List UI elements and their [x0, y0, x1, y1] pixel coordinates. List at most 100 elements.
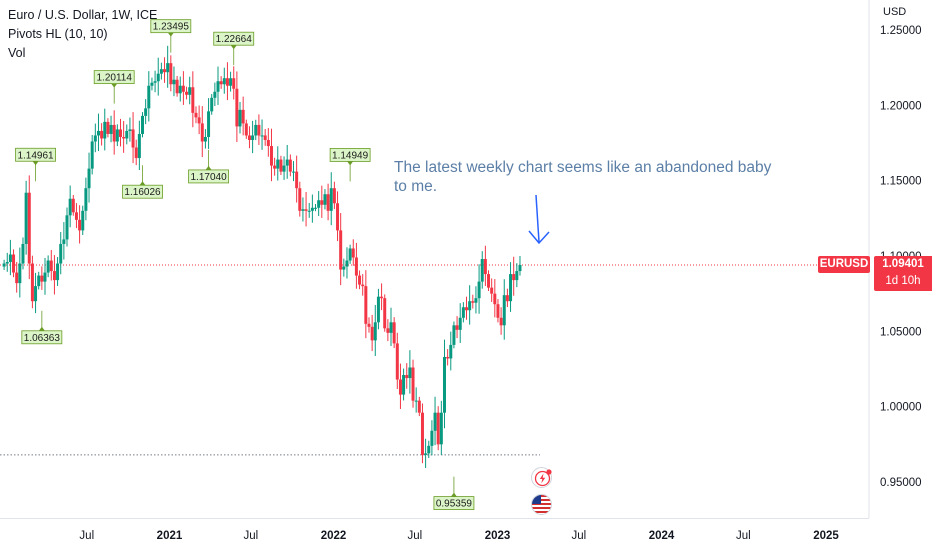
candle-body: [222, 78, 226, 85]
candle-body: [90, 141, 94, 169]
pivot-label: 1.22664: [213, 31, 255, 66]
candle-body: [269, 146, 273, 166]
candle-body: [137, 133, 141, 159]
bar-countdown: 1d 10h: [885, 275, 921, 287]
candle-body: [364, 286, 368, 324]
pivot-label: 1.16026: [122, 165, 163, 199]
candle-body: [345, 260, 349, 267]
candle-body: [175, 79, 179, 94]
time-axis-tick-label: Jul: [407, 530, 422, 542]
candle-body: [100, 130, 104, 139]
pivot-box: [433, 496, 475, 510]
candle-body: [515, 271, 519, 281]
symbol-title: Euro / U.S. Dollar, 1W, ICE: [8, 8, 158, 22]
candle-body: [71, 198, 75, 213]
candle-body: [178, 85, 182, 94]
candle-body: [442, 356, 446, 413]
candle-body: [106, 121, 110, 134]
candle-body: [276, 159, 280, 169]
candle-body: [254, 124, 258, 136]
pivot-value: 1.23495: [153, 22, 190, 33]
candle-body: [68, 198, 72, 216]
candle-body: [153, 81, 157, 83]
us-flag-icon[interactable]: [531, 494, 552, 515]
candle-body: [483, 259, 487, 275]
candle-body: [238, 109, 242, 127]
time-axis-tick-label: 2021: [157, 530, 183, 542]
pivot-value: 1.16026: [124, 187, 161, 198]
candle-body: [194, 112, 198, 118]
candle-body: [411, 367, 415, 401]
pivot-value: 1.17040: [190, 172, 227, 183]
candle-body: [474, 298, 478, 303]
pivot-value: 1.14961: [17, 150, 54, 161]
candle-body: [291, 171, 295, 173]
candle-body: [122, 136, 126, 139]
pivot-label: 0.95359: [433, 476, 475, 510]
pivot-pointer: [450, 492, 457, 497]
symbol-badge: EURUSD: [818, 256, 870, 273]
candle-body: [386, 328, 390, 333]
candle-body: [439, 412, 443, 445]
candle-body: [326, 194, 330, 211]
pivot-pointer: [38, 326, 45, 331]
candle-body: [225, 78, 229, 86]
candle-body: [156, 73, 160, 82]
pivot-pointer: [205, 165, 212, 170]
candle-body: [480, 259, 484, 282]
candle-body: [279, 159, 283, 172]
candle-body: [125, 130, 129, 139]
candle-body: [163, 69, 167, 73]
candle-body: [40, 275, 44, 282]
pivot-box: [15, 147, 56, 162]
candle-body: [358, 275, 362, 285]
candle-body: [380, 296, 384, 299]
candle-body: [314, 207, 318, 209]
pivot-pointer: [230, 45, 237, 50]
lightning-icon[interactable]: [531, 467, 552, 488]
candle-body: [191, 87, 195, 113]
candle-body: [12, 254, 16, 273]
pivot-pointer: [139, 181, 146, 186]
candle-body: [216, 81, 220, 92]
annotation-arrow: [528, 194, 550, 245]
pivot-box: [93, 70, 135, 85]
candle-body: [446, 356, 450, 359]
candle-body: [361, 284, 365, 287]
time-axis-tick-label: 2024: [649, 530, 675, 542]
candle-body: [112, 124, 116, 142]
pivot-label: 1.17040: [188, 149, 229, 184]
candle-body: [376, 296, 380, 323]
candle-body: [128, 129, 132, 131]
candle-body: [424, 453, 428, 455]
candle-body: [147, 85, 151, 109]
price-axis-tick-label: 1.20000: [880, 100, 922, 112]
pivot-box: [21, 330, 63, 345]
pivot-label: 1.06363: [21, 310, 63, 345]
candle-body: [197, 117, 201, 124]
candle-body: [244, 123, 248, 136]
annotation-arrow-head: [528, 230, 550, 245]
candle-body: [395, 343, 399, 380]
candle-body: [332, 188, 336, 204]
candle-body: [84, 188, 88, 211]
candle-body: [389, 322, 393, 333]
candle-body: [260, 135, 264, 137]
candle-body: [49, 260, 53, 272]
candle-body: [301, 209, 305, 211]
pivot-box: [213, 31, 255, 46]
candle-body: [452, 325, 456, 345]
candle-body: [502, 295, 506, 326]
candle-body: [251, 135, 255, 140]
candle-body: [59, 243, 63, 264]
indicator-volume-label: Vol: [8, 46, 26, 60]
candle-body: [263, 135, 267, 140]
candle-body: [203, 136, 207, 142]
candle-body: [232, 78, 236, 89]
candle-body: [367, 323, 371, 327]
time-axis-tick-label: Jul: [79, 530, 94, 542]
candle-body: [336, 203, 340, 231]
price-axis-tick-label: 1.05000: [880, 326, 922, 338]
